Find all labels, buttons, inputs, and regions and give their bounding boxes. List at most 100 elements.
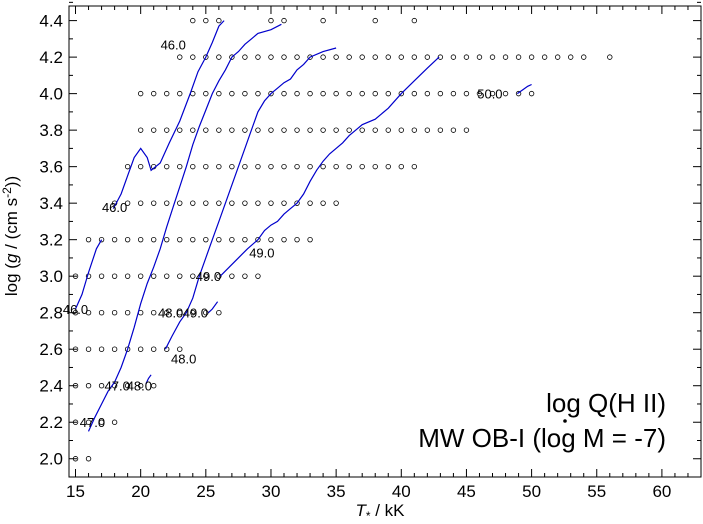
y-tick-label: 4.2 bbox=[39, 48, 63, 67]
grid-point bbox=[216, 309, 222, 316]
x-axis-label-unit: / kK bbox=[371, 501, 406, 520]
y-tick-label: 4.4 bbox=[39, 12, 63, 31]
grid-point bbox=[124, 236, 131, 243]
grid-point bbox=[398, 163, 404, 170]
grid-point bbox=[607, 54, 613, 60]
grid-point bbox=[255, 54, 261, 60]
x-tick-label: 35 bbox=[327, 482, 346, 501]
grid-point bbox=[307, 236, 313, 243]
grid-point bbox=[307, 200, 313, 206]
grid-point bbox=[190, 236, 196, 243]
y-axis-label-var: g bbox=[2, 253, 21, 263]
contour-label: 48.0 bbox=[171, 351, 196, 366]
grid-point bbox=[98, 236, 105, 243]
grid-point bbox=[346, 127, 352, 133]
plot-frame bbox=[68, 5, 702, 478]
grid-point bbox=[216, 200, 222, 206]
grid-point bbox=[281, 200, 287, 206]
contour-label: 46.0 bbox=[102, 200, 127, 215]
y-tick-label: 2.0 bbox=[39, 450, 63, 469]
grid-point bbox=[216, 17, 222, 24]
grid-point bbox=[190, 127, 196, 133]
grid-point bbox=[320, 163, 326, 170]
grid-point bbox=[450, 127, 457, 133]
grid-point bbox=[190, 309, 196, 316]
contour-label: 47.0 bbox=[80, 415, 105, 430]
grid-point bbox=[268, 17, 274, 24]
grid-point bbox=[111, 236, 118, 243]
grid-point bbox=[85, 309, 92, 316]
grid-point bbox=[85, 419, 92, 425]
grid-point bbox=[489, 54, 496, 60]
y-axis-label-sup: -2 bbox=[0, 187, 14, 198]
grid-point bbox=[190, 163, 196, 170]
grid-point bbox=[320, 17, 326, 24]
grid-point bbox=[268, 236, 274, 243]
grid-point bbox=[398, 54, 404, 60]
grid-point bbox=[281, 163, 287, 170]
grid-point bbox=[424, 54, 431, 60]
grid-point bbox=[242, 90, 248, 97]
grid-point bbox=[85, 456, 92, 462]
grid-point bbox=[281, 54, 287, 60]
grid-point bbox=[203, 236, 209, 243]
grid-point bbox=[242, 200, 248, 206]
grid-point bbox=[229, 273, 235, 279]
grid-point bbox=[229, 200, 235, 206]
grid-point bbox=[307, 127, 313, 133]
annotation-subtitle-suffix: = -7) bbox=[605, 423, 666, 453]
contour-label: 48.0 bbox=[158, 306, 183, 321]
grid-point bbox=[346, 163, 352, 170]
grid-point bbox=[294, 54, 300, 60]
grid-point bbox=[190, 200, 196, 206]
y-axis-label: log (g / (cm s-2)) bbox=[0, 176, 21, 296]
contour-label: 49.0 bbox=[249, 245, 274, 260]
grid-point bbox=[411, 17, 418, 24]
grid-point bbox=[554, 54, 561, 60]
grid-point bbox=[333, 127, 339, 133]
grid-point bbox=[137, 346, 144, 352]
grid-point bbox=[151, 383, 157, 389]
grid-point bbox=[203, 54, 209, 60]
grid-point bbox=[294, 90, 300, 97]
grid-point bbox=[203, 200, 209, 206]
grid-point bbox=[268, 127, 274, 133]
grid-point bbox=[424, 127, 431, 133]
grid-point bbox=[255, 236, 261, 243]
grid-point bbox=[281, 17, 287, 24]
grid-point bbox=[307, 54, 313, 60]
grid-point bbox=[320, 200, 326, 206]
grid-point bbox=[268, 90, 274, 97]
grid-point bbox=[333, 90, 339, 97]
grid-point bbox=[98, 273, 105, 279]
grid-point bbox=[98, 346, 105, 352]
grid-point bbox=[411, 163, 418, 170]
grid-point bbox=[320, 54, 326, 60]
x-axis-label-var: T bbox=[355, 501, 367, 520]
grid-point bbox=[177, 54, 183, 60]
grid-point bbox=[268, 54, 274, 60]
grid-point bbox=[359, 54, 365, 60]
grid-point bbox=[502, 90, 509, 97]
grid-point bbox=[190, 273, 196, 279]
y-tick-label: 3.0 bbox=[39, 267, 63, 286]
grid-point bbox=[385, 163, 391, 170]
grid-point bbox=[124, 273, 131, 279]
grid-point bbox=[137, 383, 144, 389]
grid-point bbox=[281, 236, 287, 243]
grid-point bbox=[528, 90, 535, 97]
grid-point bbox=[216, 236, 222, 243]
annotation-subtitle-prefix: MW OB-I (log bbox=[418, 423, 583, 453]
y-tick-label: 3.6 bbox=[39, 158, 63, 177]
grid-point bbox=[151, 90, 157, 97]
x-axis-label-sub: * bbox=[366, 509, 371, 523]
grid-point bbox=[216, 127, 222, 133]
contour-line-46.0 bbox=[74, 239, 103, 310]
grid-point bbox=[190, 17, 196, 24]
grid-point bbox=[177, 346, 183, 352]
grid-point bbox=[216, 54, 222, 60]
grid-point bbox=[151, 236, 157, 243]
grid-point bbox=[164, 127, 170, 133]
y-tick-label: 3.2 bbox=[39, 231, 63, 250]
contour-label: 49.0 bbox=[196, 269, 221, 284]
